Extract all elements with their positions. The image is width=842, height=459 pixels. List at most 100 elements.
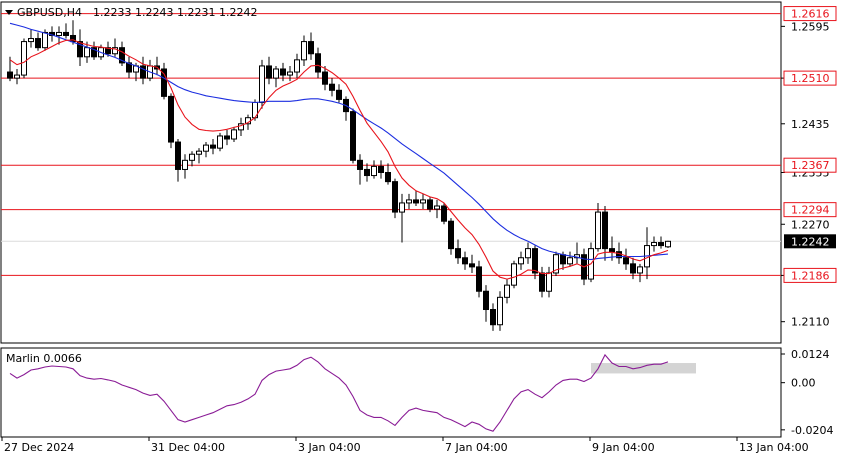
osc-axis-label: 0.00 — [791, 377, 816, 390]
candle-body-bear — [490, 309, 496, 326]
candle — [140, 56, 146, 85]
candle — [322, 65, 328, 91]
candle — [308, 32, 314, 60]
candle — [259, 59, 265, 109]
symbol-dropdown-icon[interactable] — [5, 10, 13, 15]
candle — [658, 236, 664, 249]
level-tag-box — [783, 202, 837, 218]
candle-body-bear — [560, 254, 566, 265]
ma-slow-line — [9, 22, 669, 261]
candle — [161, 62, 167, 100]
osc-axis-label: -0.0204 — [791, 424, 833, 437]
time-axis: 27 Dec 2024 31 Dec 04:00 3 Jan 04:00 7 Jan … — [1, 437, 809, 454]
candle-body-bear — [175, 141, 181, 170]
candle-body-bull — [553, 254, 559, 274]
candle — [504, 279, 510, 304]
time-axis-label: 31 Dec 04:00 — [151, 441, 225, 454]
candle — [175, 139, 181, 182]
candle-body-bull — [21, 41, 27, 76]
candle-body-bear — [441, 205, 447, 222]
candle — [511, 260, 517, 289]
ma-fast-line — [9, 39, 669, 280]
candle — [35, 32, 41, 51]
candle-body-bear — [623, 257, 629, 265]
support-resistance-levels — [1, 13, 781, 276]
candle-body-bear — [385, 172, 391, 183]
price-axis-label: 1.2435 — [791, 118, 830, 131]
candle-body-bear — [7, 71, 13, 79]
candle — [329, 78, 335, 97]
candle-body-bear — [462, 257, 468, 265]
candle-body-bear — [539, 272, 545, 292]
candlesticks — [7, 20, 671, 331]
candle-body-bull — [420, 199, 426, 204]
level-tag-label: 1.2186 — [791, 269, 830, 282]
candle-body-bull — [189, 153, 195, 161]
current-price-label: 1.2242 — [791, 235, 830, 248]
level-tag-box — [783, 267, 837, 283]
candle-body-bear — [105, 47, 111, 55]
candle-body-bull — [273, 68, 279, 79]
candle — [77, 29, 83, 66]
price-axis-label: 1.2595 — [791, 20, 830, 33]
candle — [434, 199, 440, 219]
candle — [280, 62, 286, 82]
candle — [238, 117, 244, 136]
time-axis-label: 7 Jan 04:00 — [445, 441, 508, 454]
candle — [294, 53, 300, 79]
candle — [105, 41, 111, 57]
candle — [630, 257, 636, 280]
candle — [595, 202, 601, 252]
candle-body-bear — [378, 165, 384, 174]
time-axis-label: 13 Jan 04:00 — [739, 441, 809, 454]
candle-body-bull — [217, 135, 223, 149]
candle — [637, 263, 643, 283]
candle — [665, 240, 671, 249]
candle-body-bull — [525, 248, 531, 259]
candle — [301, 35, 307, 66]
candle-body-bear — [119, 47, 125, 64]
candle — [497, 291, 503, 331]
candle — [455, 239, 461, 264]
candle-body-bull — [399, 202, 405, 213]
candle-body-bull — [434, 205, 440, 210]
candle-body-bear — [161, 68, 167, 97]
candle — [91, 41, 97, 60]
candle — [56, 26, 62, 45]
candle-body-bear — [658, 242, 664, 247]
osc-axis-label: 0.0124 — [791, 348, 830, 361]
level-tag-label: 1.2294 — [791, 204, 830, 217]
candle — [168, 93, 174, 149]
candle — [364, 163, 370, 182]
candle — [210, 139, 216, 155]
candle-body-bear — [168, 95, 174, 143]
candle-body-bull — [28, 38, 34, 43]
candle-body-bull — [182, 159, 188, 170]
candle — [518, 251, 524, 270]
candle-body-bear — [448, 220, 454, 250]
candle — [357, 154, 363, 185]
candle — [490, 303, 496, 331]
moving-averages — [9, 22, 669, 280]
candle-body-bull — [42, 31, 48, 49]
candle — [546, 266, 552, 298]
candle-body-bull — [294, 59, 300, 73]
candle — [266, 56, 272, 85]
candle — [567, 251, 573, 267]
indicator-plot-frame — [0, 347, 782, 438]
candle — [448, 218, 454, 255]
candle-body-bull — [196, 150, 202, 155]
level-tag-label: 1.2510 — [791, 72, 830, 85]
candle-body-bull — [651, 242, 657, 247]
candle-body-bear — [63, 31, 69, 36]
candle — [224, 129, 230, 146]
candle-body-bull — [287, 71, 293, 76]
candle-body-bull — [238, 123, 244, 131]
candle — [21, 38, 27, 79]
candle — [469, 254, 475, 273]
candle-body-bull — [112, 47, 118, 55]
level-tag-box — [783, 70, 837, 86]
candle-body-bear — [602, 211, 608, 250]
candle — [350, 108, 356, 164]
